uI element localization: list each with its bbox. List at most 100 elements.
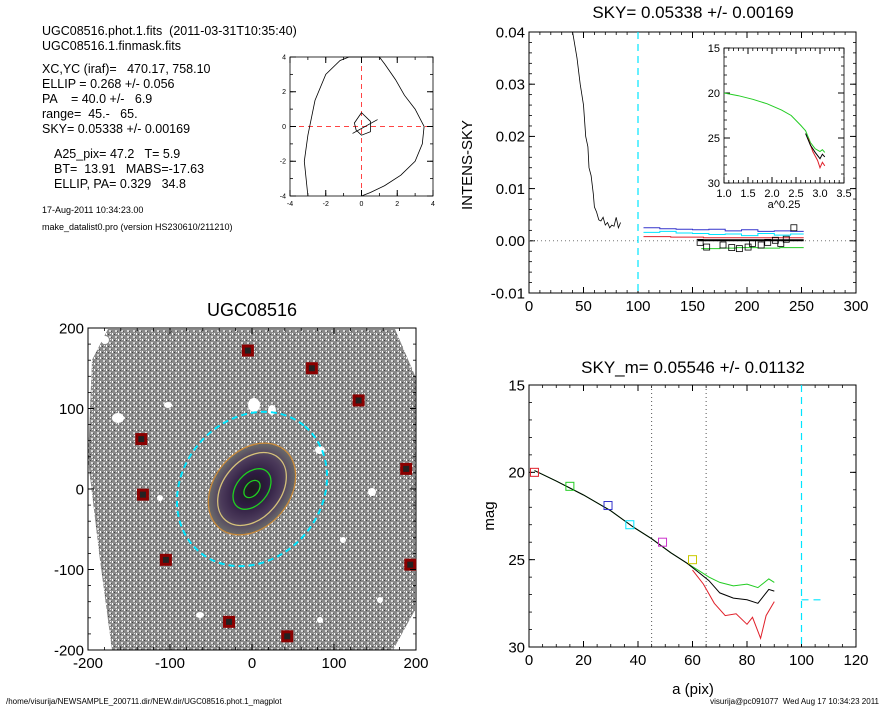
mag-ytick-label: 30 xyxy=(508,639,525,656)
sky-square-marker xyxy=(735,245,743,253)
sky-ytick-label: 0.03 xyxy=(496,76,525,93)
sky-xtick-label: 0 xyxy=(525,298,533,315)
inset-xtick-label: 2.0 xyxy=(764,188,779,200)
inset-series-red xyxy=(807,137,826,170)
sky-ticks: 0 50 100 150 200 250 300 -0.01 0.00 0.01 0.02 0.03 0… xyxy=(491,24,869,315)
sky-square-marker xyxy=(777,240,785,247)
sky-series-cyan xyxy=(643,230,804,237)
mag-xtick-label: 100 xyxy=(789,652,814,669)
footer-path: /home/visurija/NEWSAMPLE_200711.dir/NEW.… xyxy=(6,697,282,706)
mag-ytick-label: 15 xyxy=(508,377,525,394)
mag-xtick-label: 80 xyxy=(739,652,756,669)
header-program: make_datalist0.pro (version HS230610/211… xyxy=(42,222,233,232)
contour-major-axis xyxy=(352,119,378,134)
core-isophote xyxy=(243,479,261,499)
contour-ytick-label: 4 xyxy=(282,54,286,61)
image-xtick-label: -100 xyxy=(155,655,185,672)
sky-xtick-label: 100 xyxy=(625,298,650,315)
masked-source-marker xyxy=(404,558,417,571)
sky-ytick-label: -0.01 xyxy=(491,285,525,302)
mag-square-marker xyxy=(529,467,539,477)
mag-square-marker xyxy=(658,537,668,547)
mag-panel: SKY_m= 0.05546 +/- 0.01132 mag a (pix) 0… xyxy=(481,358,869,698)
mag-range-lines xyxy=(651,385,707,647)
mag-xtick-label: 20 xyxy=(575,652,592,669)
inset-frame xyxy=(723,47,845,184)
contour-outer-isophote xyxy=(303,56,425,197)
image-masked-sources xyxy=(135,344,417,643)
contour-ytick-label: 2 xyxy=(282,89,286,96)
masked-source-core xyxy=(244,347,251,354)
image-masked-blobs xyxy=(101,336,383,623)
mag-squares xyxy=(529,467,697,565)
contour-ytick-label: 0 xyxy=(282,124,286,131)
inset-series-black xyxy=(805,133,826,160)
mag-ytick-label: 25 xyxy=(508,552,525,569)
image-title: UGC08516 xyxy=(207,300,297,320)
masked-source-marker xyxy=(241,344,254,357)
sky-xtick-label: 250 xyxy=(789,298,814,315)
inset-ytick-label: 15 xyxy=(708,43,720,55)
masked-source-marker xyxy=(136,488,149,501)
sky-square-marker xyxy=(719,241,727,249)
image-ytick-label: 100 xyxy=(59,401,84,418)
masked-source-marker xyxy=(223,615,236,628)
mag-series-red xyxy=(692,569,775,640)
masked-source-marker xyxy=(305,362,318,375)
header-line-ellip: ELLIP = 0.268 +/- 0.056 xyxy=(42,77,175,91)
header-line-xcyc: XC,YC (iraf)= 470.17, 758.10 xyxy=(42,62,211,76)
inset-series-green xyxy=(724,92,826,153)
sky-ytick-label: 0.01 xyxy=(496,181,525,198)
image-panel: UGC08516 -200 -100 0 100 200 -200 -100 0 100 200 xyxy=(54,300,429,672)
image-xtick-label: -200 xyxy=(73,655,103,672)
image-xtick-label: 200 xyxy=(403,655,428,672)
contour-ytick-label: -4 xyxy=(280,193,286,200)
inset-ytick-label: 30 xyxy=(708,178,720,190)
masked-source-marker xyxy=(352,394,365,407)
contour-ticks: -4 -2 0 2 4 -4 -2 0 2 4 xyxy=(280,54,435,208)
header-line-range: range= 45.- 65. xyxy=(42,107,138,121)
sky-xtick-label: 50 xyxy=(575,298,592,315)
inner-isophote xyxy=(232,468,272,510)
mid-isophote xyxy=(217,451,287,527)
sky-square-marker xyxy=(744,243,752,251)
header-line-ellip-pa: ELLIP, PA= 0.329 34.8 xyxy=(54,177,186,191)
inset-xtick-label: 1.0 xyxy=(716,188,731,200)
image-ytick-label: -100 xyxy=(54,562,84,579)
inset-xlabel: a^0.25 xyxy=(768,199,801,211)
header-line-bt: BT= 13.91 MABS=-17.63 xyxy=(54,162,205,176)
image-ticks: -200 -100 0 100 200 -200 -100 0 100 200 xyxy=(54,320,429,672)
masked-source-marker xyxy=(400,462,413,475)
footer-user-date: visurija@pc091077 Wed Aug 17 10:34:23 20… xyxy=(710,697,879,706)
image-ytick-label: 200 xyxy=(59,320,84,337)
inset-xtick-label: 1.5 xyxy=(740,188,755,200)
mag-xtick-label: 0 xyxy=(525,652,533,669)
mag-title: SKY_m= 0.05546 +/- 0.01132 xyxy=(581,358,805,377)
outer-isophote xyxy=(207,442,297,536)
sky-square-marker xyxy=(764,238,772,246)
masked-source-core xyxy=(138,436,145,443)
image-ytick-label: -200 xyxy=(54,642,84,659)
image-xtick-label: 0 xyxy=(248,655,256,672)
masked-source-core xyxy=(284,633,291,640)
masked-source-core xyxy=(226,618,233,625)
sky-ytick-label: 0.04 xyxy=(496,24,525,41)
inset-ytick-label: 25 xyxy=(708,133,720,145)
contour-xtick-label: -2 xyxy=(323,201,329,208)
mag-ticks: 0 20 40 60 80 100 120 15 20 25 30 xyxy=(508,377,868,669)
sky-title: SKY= 0.05338 +/- 0.00169 xyxy=(592,3,793,22)
header-line-sky: SKY= 0.05338 +/- 0.00169 xyxy=(42,122,191,136)
contour-xtick-label: 0 xyxy=(360,201,364,208)
sky-square-marker xyxy=(749,240,756,247)
sky-square-marker xyxy=(728,244,736,251)
mag-square-marker xyxy=(688,555,697,565)
masked-source-marker xyxy=(281,630,294,643)
sky-xtick-label: 150 xyxy=(680,298,705,315)
inset-ticks: 1.0 1.5 2.0 2.5 3.0 3.5 15 20 25 30 xyxy=(708,43,852,200)
contour-xtick-label: 2 xyxy=(395,201,399,208)
sky-squares xyxy=(696,224,798,253)
inset-ytick-label: 20 xyxy=(708,88,720,100)
masked-source-marker xyxy=(135,433,148,446)
sky-ylabel: INTENS-SKY xyxy=(459,120,476,210)
